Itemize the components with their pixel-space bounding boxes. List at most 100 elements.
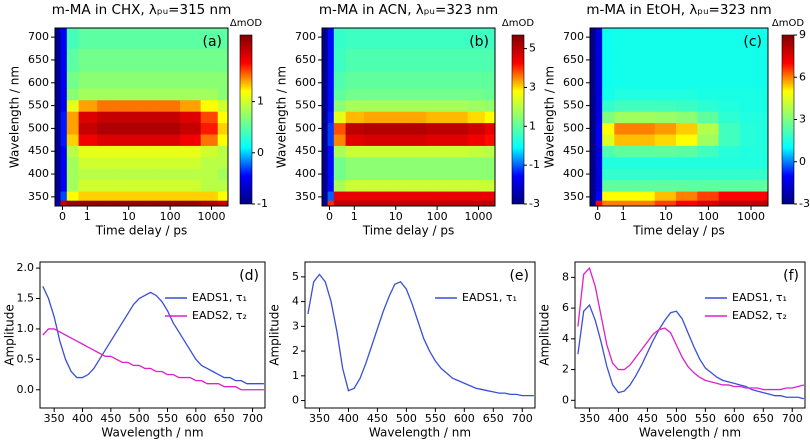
heatmap-cell (633, 200, 656, 207)
heatmap-cell (345, 99, 365, 112)
heatmap-cell (322, 145, 328, 158)
heatmap-cell (718, 168, 741, 181)
heatmap-cell (614, 179, 634, 192)
heatmap-cell (467, 191, 486, 201)
heatmap-cell (327, 145, 335, 158)
heatmap-cell (614, 156, 634, 169)
y-tick-label: 400 (563, 167, 584, 180)
y-tick-label: 2 (562, 363, 569, 376)
heatmap-cell (60, 28, 68, 49)
heatmap-cell (426, 122, 448, 135)
heatmap-cell (55, 28, 61, 49)
heatmap-cell (60, 88, 68, 101)
heatmap-cell (654, 48, 677, 72)
heatmap-cell (78, 48, 98, 72)
heatmap-cell (676, 71, 698, 89)
heatmap-cell (676, 48, 698, 72)
x-tick-label: 500 (666, 412, 687, 425)
heatmap-cell (446, 71, 469, 89)
heatmap-cell (718, 179, 741, 192)
y-tick-label: 3 (292, 319, 299, 332)
x-tick-label: 550 (425, 412, 446, 425)
heatmap-cell (676, 200, 698, 207)
legend-label: EADS1, τ₁ (462, 291, 517, 304)
y-tick-label: 650 (295, 53, 316, 66)
heatmap-cell (60, 156, 68, 169)
heatmap-cell (66, 156, 80, 169)
heatmap-cell (467, 99, 486, 112)
heatmap-cell (384, 48, 406, 72)
x-tick-label: 650 (753, 412, 774, 425)
heatmap-cell (697, 99, 720, 112)
heatmap-cell (405, 200, 427, 207)
heatmap-cell (633, 191, 656, 201)
chart-title: m-MA in EtOH, λₚᵤ=323 nm (586, 2, 771, 18)
y-axis-label: Wavelength / nm (8, 66, 22, 168)
x-tick-label: 100 (160, 210, 181, 223)
heatmap-cell (405, 191, 427, 201)
heatmap-cell (757, 134, 769, 146)
heatmap-cell (200, 179, 219, 192)
x-tick-label: 1000 (198, 210, 226, 223)
x-tick-label: 400 (72, 412, 93, 425)
heatmap-cell (78, 134, 98, 146)
heatmap-cell (590, 28, 597, 49)
heatmap-cell (345, 111, 365, 124)
heatmap-cell (60, 99, 68, 112)
spectrum-line (307, 273, 534, 397)
colorbar-tick-label: 5 (529, 42, 536, 55)
heatmap-cell (322, 111, 328, 124)
y-tick-label: 0.5 (17, 352, 35, 365)
heatmap-cell (97, 191, 119, 201)
heatmap-cell (757, 145, 769, 158)
heatmap-cell (595, 200, 603, 207)
heatmap-cell (60, 191, 68, 201)
heatmap-cell (590, 145, 597, 158)
heatmap-cell (55, 48, 61, 72)
heatmap-cell (200, 28, 219, 49)
heatmap-cell (200, 71, 219, 89)
heatmap-cell (78, 88, 98, 101)
y-tick-label: 450 (28, 144, 49, 157)
y-tick-label: 400 (295, 167, 316, 180)
heatmap-cell (333, 71, 347, 89)
heatmap-cell (78, 28, 98, 49)
x-tick-label: 10 (659, 210, 673, 223)
panel-label: (a) (202, 34, 222, 50)
heatmap-cell (200, 134, 219, 146)
heatmap-cell (426, 179, 448, 192)
y-axis-label: Amplitude (268, 304, 282, 366)
heatmap-cell (138, 122, 160, 135)
heatmap-cell (159, 134, 181, 146)
y-tick-label: 350 (295, 190, 316, 203)
heatmap-cell (60, 145, 68, 158)
heatmap-cell (117, 28, 139, 49)
heatmap-cell (590, 71, 597, 89)
heatmap-cell (179, 71, 202, 89)
heatmap-cell (384, 88, 406, 101)
heatmap-cell (117, 179, 139, 192)
y-tick-label: 2 (292, 344, 299, 357)
heatmap-cell (757, 48, 769, 72)
heatmap-cell (633, 145, 656, 158)
heatmap-cell (654, 88, 677, 101)
panel-label: (e) (509, 268, 529, 284)
heatmap-cell (159, 191, 181, 201)
heatmap-cell (739, 122, 758, 135)
heatmap-cell (590, 111, 597, 124)
heatmap-cell (217, 179, 229, 192)
heatmap-cell (345, 168, 365, 181)
heatmap-cell (614, 200, 634, 207)
heatmap-cell (327, 28, 335, 49)
heatmap-cell (405, 111, 427, 124)
heatmap-cell (595, 179, 603, 192)
heatmap-cell (217, 48, 229, 72)
heatmap-cell (405, 156, 427, 169)
heatmap-cell (595, 28, 603, 49)
heatmap-cell (602, 111, 615, 124)
heatmap-cell (322, 168, 328, 181)
heatmap-cell (159, 48, 181, 72)
heatmap-cell (405, 122, 427, 135)
heatmap-cell (739, 191, 758, 201)
